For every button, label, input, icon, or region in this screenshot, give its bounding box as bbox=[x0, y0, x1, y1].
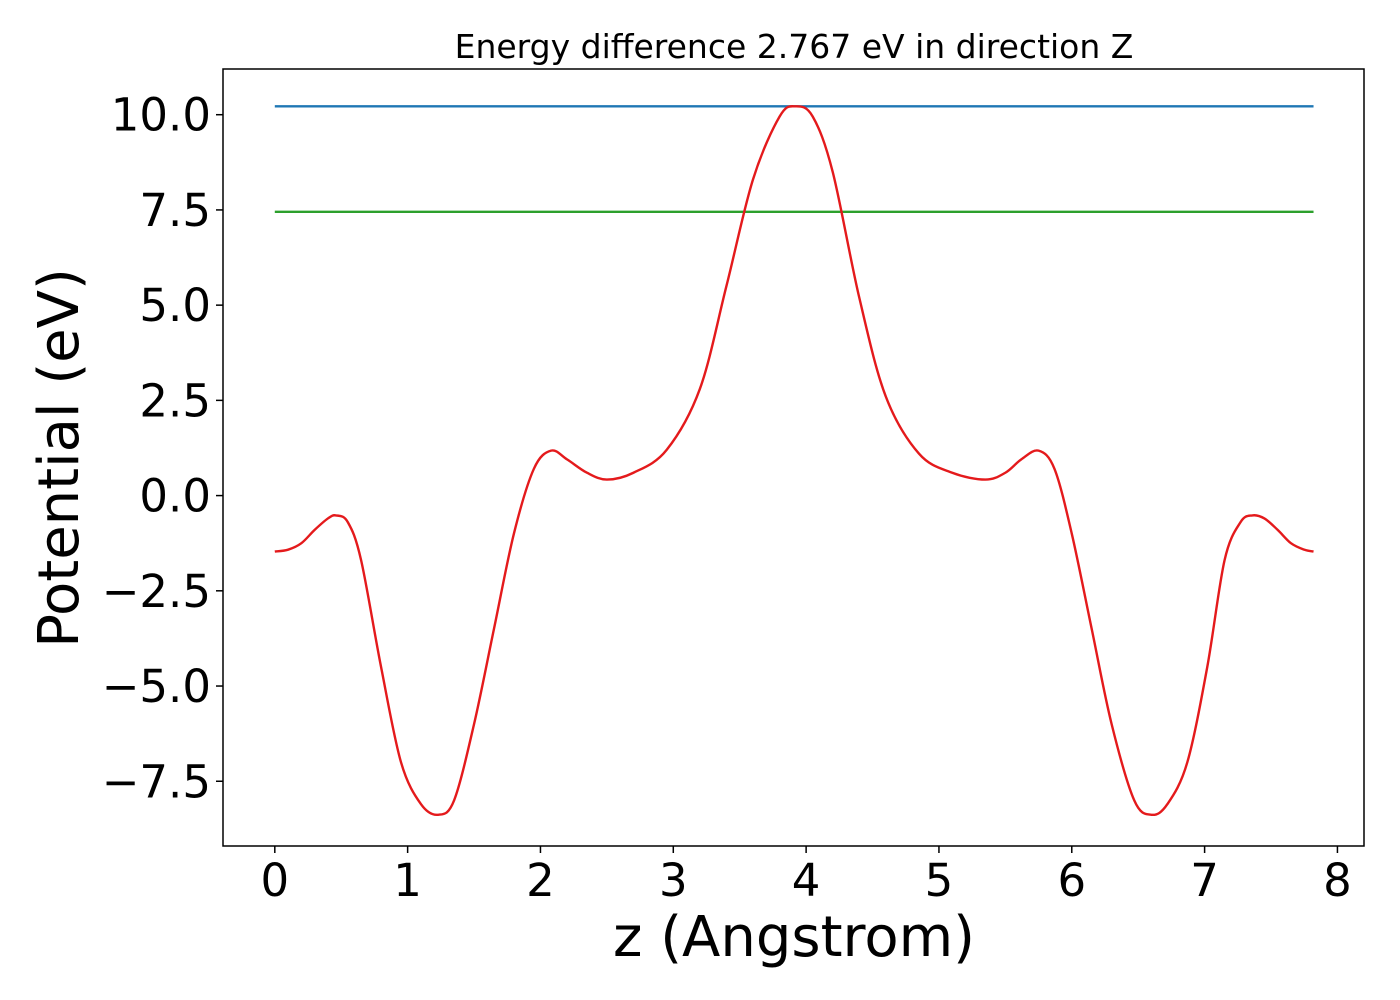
y-tick-label: 10.0 bbox=[111, 89, 211, 142]
y-tick-label: 0.0 bbox=[139, 470, 211, 523]
x-tick-label: 3 bbox=[659, 854, 688, 907]
series-layer bbox=[274, 105, 1314, 817]
y-tick-label: 7.5 bbox=[139, 184, 211, 237]
x-axis-label: z (Angstrom) bbox=[613, 905, 975, 970]
y-axis-ticks: −7.5 −5.0 −2.5 0.0 2.5 5.0 7.5 10.0 bbox=[102, 89, 223, 808]
x-tick-label: 2 bbox=[526, 854, 555, 907]
y-tick-label: −7.5 bbox=[102, 755, 211, 808]
x-tick-label: 0 bbox=[260, 854, 289, 907]
x-tick-label: 7 bbox=[1190, 854, 1219, 907]
x-tick-label: 5 bbox=[925, 854, 954, 907]
y-tick-label: 2.5 bbox=[139, 374, 211, 427]
series-line-3 bbox=[274, 105, 1314, 817]
x-tick-label: 4 bbox=[792, 854, 821, 907]
x-tick-label: 6 bbox=[1057, 854, 1086, 907]
x-tick-label: 1 bbox=[393, 854, 422, 907]
axes-frame bbox=[222, 68, 1365, 847]
y-axis-label: Potential (eV) bbox=[27, 268, 92, 648]
chart-title: Energy difference 2.767 eV in direction … bbox=[455, 27, 1134, 66]
y-tick-label: −5.0 bbox=[102, 660, 211, 713]
y-tick-label: −2.5 bbox=[102, 565, 211, 618]
x-tick-label: 8 bbox=[1323, 854, 1352, 907]
y-tick-label: 5.0 bbox=[139, 279, 211, 332]
x-axis-ticks: 0 1 2 3 4 5 6 7 8 bbox=[260, 846, 1352, 907]
